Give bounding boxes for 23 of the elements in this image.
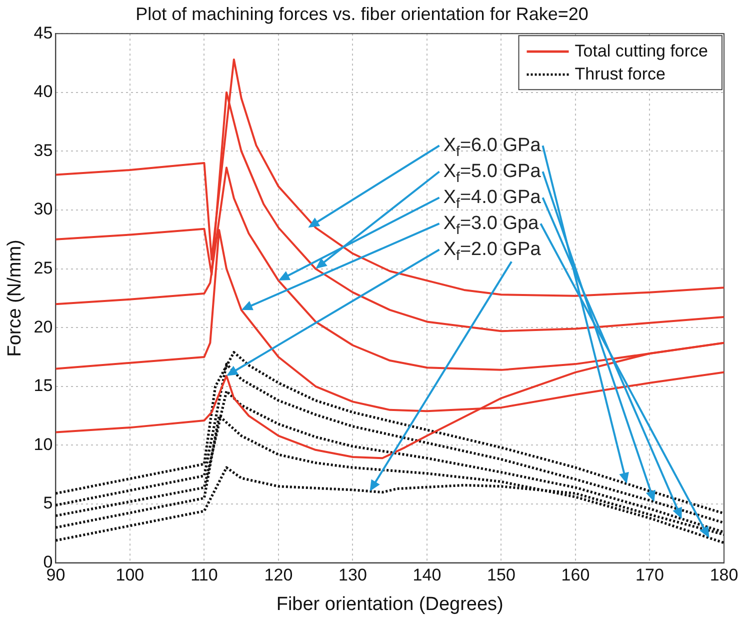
y-tick-label: 45 (34, 23, 53, 42)
legend-label: Total cutting force (574, 41, 708, 60)
y-tick-label: 10 (34, 434, 53, 454)
x-tick-label: 120 (264, 566, 293, 585)
x-tick-label: 180 (710, 566, 738, 585)
y-tick-label: 5 (43, 494, 53, 513)
x-tick-label: 150 (487, 566, 516, 585)
chart-title: Plot of machining forces vs. fiber orientation for Rake=20 (136, 4, 588, 24)
y-tick-label: 40 (34, 82, 53, 102)
y-tick-label: 35 (34, 140, 53, 160)
y-tick-label: 20 (34, 317, 53, 336)
x-axis-title: Fiber orientation (Degrees) (276, 594, 504, 615)
y-tick-label: 30 (34, 200, 53, 219)
y-tick-label: 15 (34, 376, 53, 396)
x-tick-label: 170 (636, 566, 664, 585)
y-tick-label: 25 (34, 258, 53, 278)
x-tick-label: 140 (412, 566, 442, 585)
legend-label: Thrust force (574, 64, 666, 84)
x-tick-label: 110 (190, 566, 218, 585)
x-tick-label: 130 (338, 566, 367, 585)
y-axis-title: Force (N/mm) (4, 240, 26, 357)
x-tick-label: 100 (116, 566, 144, 585)
x-tick-label: 160 (561, 566, 590, 585)
